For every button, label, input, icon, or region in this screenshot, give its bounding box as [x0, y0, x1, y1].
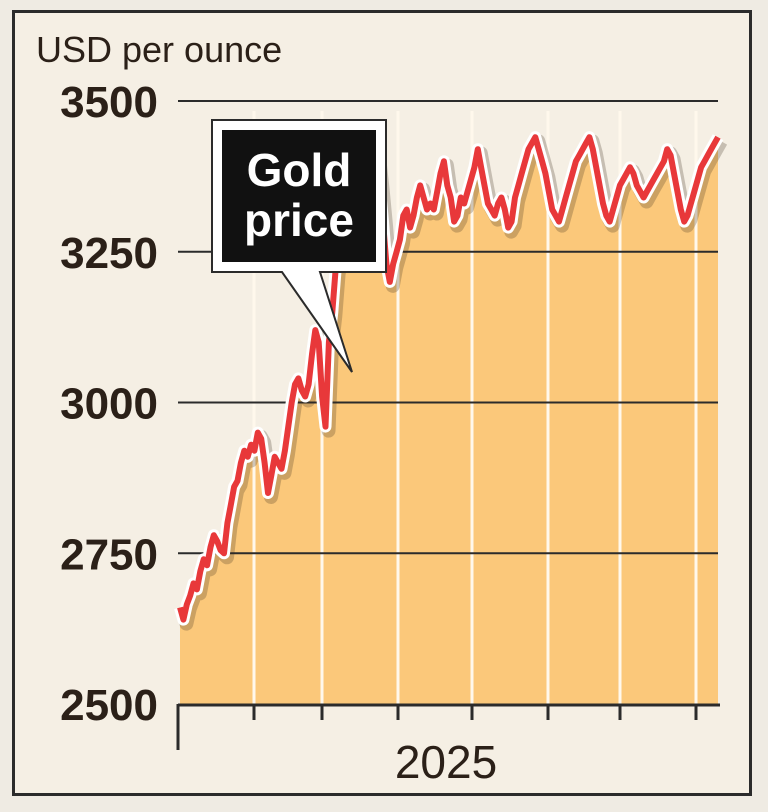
y-tick-label-2750: 2750 [60, 530, 158, 579]
y-tick-label-2500: 2500 [60, 681, 158, 730]
x-tick-label: 2025 [395, 736, 497, 788]
price-line [174, 131, 728, 631]
y-tick-label-3250: 3250 [60, 229, 158, 278]
area-fill [180, 137, 718, 704]
area-path [180, 137, 718, 704]
y-tick-label-3500: 3500 [60, 78, 158, 127]
annotation-callout: Gold price [211, 119, 387, 373]
unit-label: USD per ounce [36, 29, 282, 70]
x-axis [176, 703, 720, 750]
callout-line-1: Gold [247, 144, 352, 196]
callout-line-2: price [244, 194, 354, 246]
y-tick-label-3000: 3000 [60, 380, 158, 429]
callout-box [222, 130, 376, 262]
y-tick-labels: 3500 3250 3000 2750 2500 [60, 78, 158, 730]
series-line [177, 134, 721, 623]
